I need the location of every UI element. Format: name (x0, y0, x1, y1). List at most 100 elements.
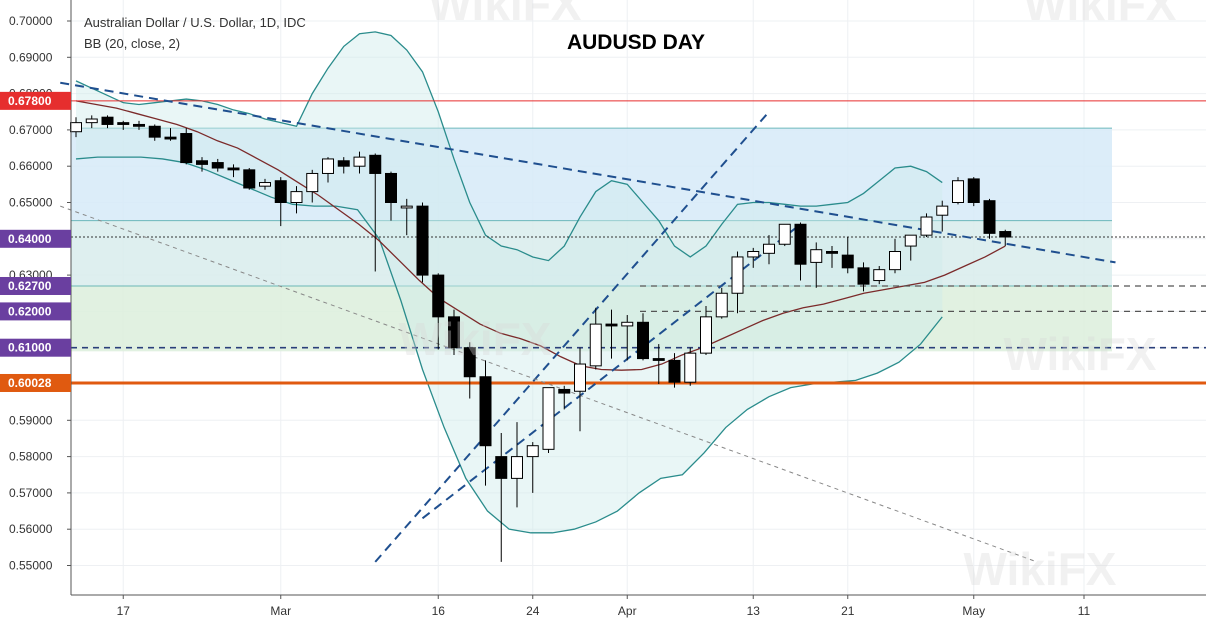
candle (605, 309, 618, 359)
candle-body (227, 167, 240, 171)
candles (70, 115, 1012, 562)
price-badge-label: 0.64000 (8, 232, 52, 246)
bb-fill (76, 31, 943, 533)
bollinger-bands (75, 31, 1006, 534)
candle-body (290, 191, 303, 204)
candle (369, 153, 382, 272)
candle-body (873, 269, 886, 282)
y-tick-label: 0.70000 (9, 14, 53, 28)
candle-body (668, 359, 681, 383)
y-tick-label: 0.58000 (9, 450, 53, 464)
candle (778, 223, 791, 247)
candle-body (999, 231, 1012, 238)
candle (621, 315, 634, 361)
candle-body (542, 387, 555, 450)
indicator-label: BB (20, close, 2) (84, 36, 180, 51)
x-tick-label: 16 (432, 604, 446, 618)
price-badge (0, 276, 71, 295)
candle (826, 246, 838, 268)
price-badge (0, 338, 71, 357)
candle (416, 202, 429, 283)
y-tick-label: 0.59000 (9, 413, 53, 427)
candle (873, 266, 886, 285)
candle-body (148, 125, 161, 138)
candle-body (715, 292, 728, 318)
candle-body (904, 234, 917, 247)
y-tick-label: 0.57000 (9, 486, 53, 500)
y-tick-label: 0.67000 (9, 123, 53, 137)
candle-body (857, 267, 870, 285)
candle (558, 385, 571, 410)
candle (967, 177, 980, 207)
symbol-title: Australian Dollar / U.S. Dollar, 1D, IDC (84, 15, 306, 30)
y-tick-label: 0.69000 (9, 50, 53, 64)
candle-body (70, 122, 82, 133)
bb-upper-line (75, 31, 943, 262)
candle (164, 128, 177, 141)
candle (243, 168, 256, 190)
candle (400, 198, 413, 236)
candle-body (589, 323, 602, 367)
candle-body (952, 180, 964, 204)
candle-body (794, 223, 807, 265)
x-tick-label: 21 (841, 604, 855, 618)
candle (274, 177, 287, 227)
price-badge (0, 91, 71, 110)
candle (763, 235, 775, 265)
candle (526, 442, 539, 493)
trendline (60, 81, 1116, 264)
candle (810, 242, 823, 288)
watermark-text: WikiFX (429, 0, 582, 30)
candle (747, 247, 760, 268)
candle-body (211, 162, 224, 169)
candle (668, 353, 681, 388)
price-badge-label: 0.61000 (8, 341, 52, 355)
candle (920, 213, 933, 237)
candle (196, 157, 208, 172)
candle-body (605, 323, 618, 327)
candle-body (432, 274, 445, 318)
candle-body (967, 178, 980, 203)
y-tick-label: 0.65000 (9, 196, 53, 210)
candle (542, 387, 555, 453)
candle (495, 433, 508, 562)
candle (148, 124, 161, 141)
candle-body (479, 376, 492, 447)
candle-body (259, 182, 271, 187)
candle-body (495, 456, 508, 479)
candle (322, 157, 334, 183)
candle-body (778, 223, 791, 245)
price-badge (0, 373, 71, 392)
watermarks: WikiFX WikiFX WikiFX WikiFX WikiFX (399, 0, 1177, 595)
candle (511, 422, 523, 508)
horizontal-levels (71, 100, 1206, 385)
candle (589, 307, 602, 370)
price-badge (0, 229, 71, 248)
y-tick-label: 0.55000 (9, 559, 53, 573)
candle (133, 120, 145, 130)
candle (983, 198, 996, 239)
candle (936, 200, 949, 232)
candle (385, 171, 397, 221)
candle-body (369, 154, 382, 174)
price-badge-label: 0.62000 (8, 304, 52, 318)
x-tick-label: 24 (526, 604, 540, 618)
candle (463, 342, 476, 399)
candle (180, 128, 193, 165)
candle (952, 177, 964, 205)
candle-body (936, 205, 949, 216)
candle-body (133, 123, 145, 127)
trendline (374, 111, 770, 563)
candle-body (353, 156, 366, 167)
candle-body (983, 200, 996, 234)
candle (227, 164, 240, 178)
candle (794, 222, 807, 281)
candle-body (416, 205, 429, 276)
watermark-text: WikiFX (964, 543, 1117, 595)
candle-body (526, 445, 539, 458)
candle (211, 158, 224, 172)
candle-body (637, 321, 649, 360)
candle (652, 344, 665, 384)
